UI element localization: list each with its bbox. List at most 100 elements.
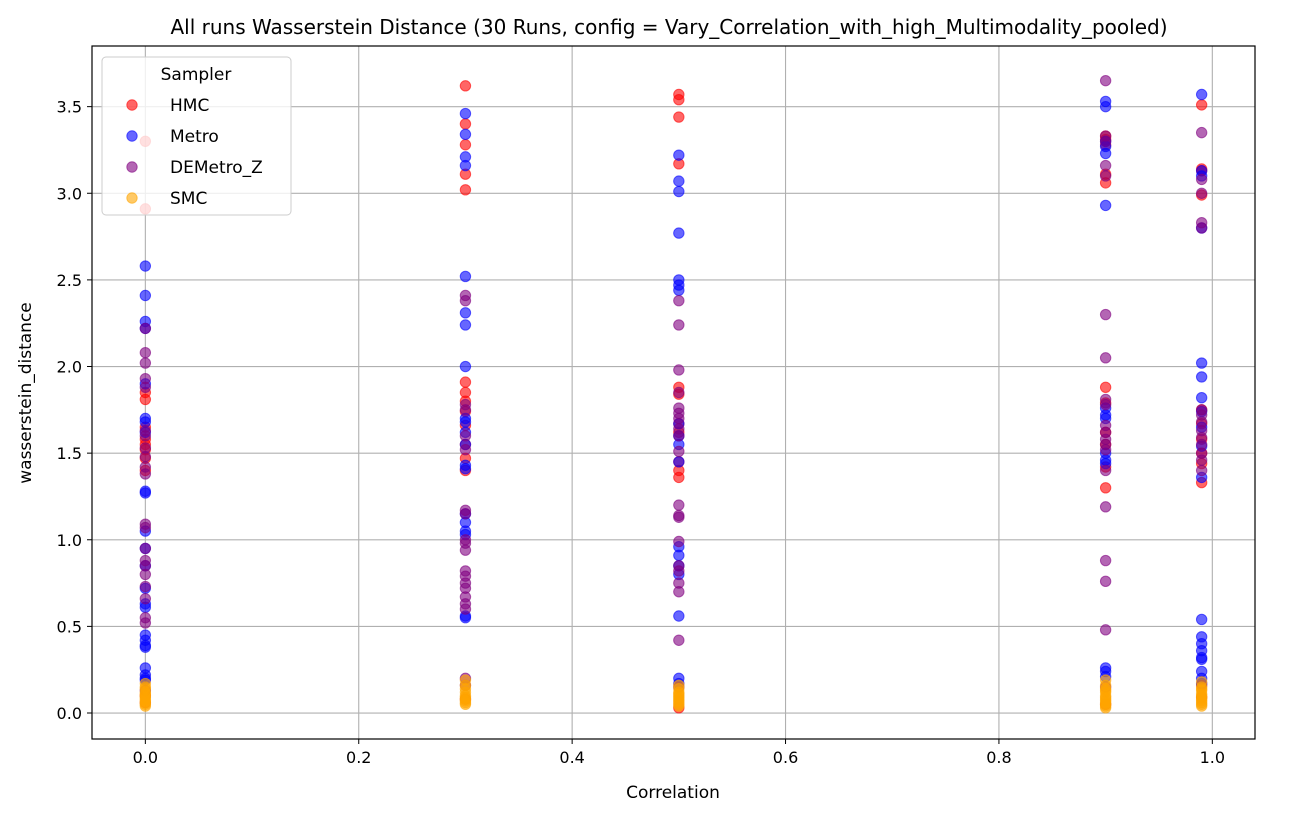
data-point	[139, 617, 152, 629]
data-point	[1099, 308, 1112, 321]
data-point	[1099, 381, 1112, 394]
data-point	[139, 381, 152, 394]
legend-items: HMC Metro DEMetro_Z SMC	[126, 96, 263, 209]
legend-box	[101, 56, 292, 216]
data-point	[459, 698, 472, 711]
data-point	[1195, 173, 1208, 186]
data-point	[673, 294, 685, 307]
data-point	[1195, 464, 1208, 477]
data-point	[1195, 357, 1208, 369]
data-point	[1099, 74, 1112, 87]
data-point	[1195, 613, 1208, 626]
legend-marker	[126, 99, 138, 111]
data-point	[673, 185, 685, 198]
x-tick-label: 0.0	[133, 748, 158, 767]
data-point	[459, 404, 472, 416]
y-tick-label: 3.0	[57, 184, 82, 203]
data-point	[459, 184, 472, 196]
data-point	[459, 443, 472, 456]
data-point	[459, 319, 472, 331]
y-axis-title: wasserstein_distance	[16, 302, 36, 484]
data-point	[673, 535, 685, 548]
data-point	[1195, 126, 1208, 139]
data-point	[459, 159, 472, 172]
data-point	[1099, 443, 1112, 456]
data-point	[139, 580, 152, 593]
data-point	[673, 175, 685, 187]
data-point	[1099, 159, 1112, 172]
data-point	[673, 364, 685, 376]
data-point	[139, 487, 152, 499]
data-point	[459, 376, 472, 388]
data-point	[673, 586, 685, 598]
data-point	[1099, 100, 1112, 113]
data-point	[1195, 391, 1208, 404]
x-tick-label: 0.4	[559, 748, 584, 767]
data-point	[673, 471, 685, 484]
data-point	[673, 111, 685, 123]
legend-marker	[126, 130, 138, 142]
data-point	[1195, 187, 1208, 199]
data-point	[139, 568, 152, 581]
data-point	[139, 322, 152, 335]
data-point	[1195, 222, 1208, 234]
data-point	[673, 284, 685, 296]
data-point	[673, 386, 685, 399]
data-point	[1195, 371, 1208, 383]
y-tick-label: 2.0	[57, 358, 82, 377]
data-point	[459, 603, 472, 615]
series-smc	[139, 674, 1208, 714]
data-point	[1099, 199, 1112, 212]
y-tick-label: 2.5	[57, 271, 82, 290]
x-tick-label: 0.2	[346, 748, 371, 767]
legend-title: Sampler	[161, 65, 232, 85]
x-tick-label: 1.0	[1200, 748, 1225, 767]
data-point	[1099, 170, 1112, 182]
data-point	[1099, 482, 1112, 494]
data-point	[459, 416, 472, 428]
axis-ticks: 0.0 0.2 0.4 0.6 0.8 1.0 0.0 0.5 1.0 1.5 2.0 2.5 3.0 3…	[57, 98, 1226, 767]
data-point	[139, 393, 152, 406]
y-tick-label: 1.5	[57, 444, 82, 463]
data-point	[1099, 352, 1112, 364]
x-axis-title: Correlation	[626, 783, 720, 803]
data-point	[673, 149, 685, 161]
data-point	[459, 544, 472, 556]
data-point	[459, 270, 472, 283]
legend-label: Metro	[170, 127, 219, 147]
data-point	[1195, 653, 1208, 666]
data-point	[673, 499, 685, 511]
legend-label: SMC	[170, 189, 207, 209]
data-point	[673, 565, 685, 577]
data-point	[1099, 464, 1112, 477]
data-point	[139, 592, 152, 605]
data-points	[139, 74, 1208, 714]
data-point	[673, 456, 685, 468]
y-tick-label: 0.5	[57, 617, 82, 636]
legend-label: HMC	[170, 96, 209, 116]
data-point	[459, 80, 472, 92]
data-point	[459, 128, 472, 141]
data-point	[1099, 501, 1112, 513]
data-point	[1195, 88, 1208, 101]
data-point	[1099, 398, 1112, 411]
legend-marker	[126, 192, 138, 204]
data-point	[139, 700, 152, 712]
data-point	[459, 139, 472, 151]
data-point	[673, 319, 685, 331]
data-point	[1099, 554, 1112, 567]
data-point	[1195, 700, 1208, 712]
data-point	[673, 700, 685, 712]
data-point	[139, 346, 152, 359]
data-point	[673, 511, 685, 523]
y-tick-label: 0.0	[57, 704, 82, 723]
y-tick-label: 3.5	[57, 98, 82, 117]
data-point	[1099, 624, 1112, 636]
x-tick-label: 0.8	[986, 748, 1011, 767]
legend: Sampler HMC Metro DEMetro_Z SMC	[101, 56, 292, 216]
data-point	[139, 357, 152, 369]
data-point	[1195, 454, 1208, 466]
data-point	[1099, 575, 1112, 588]
data-point	[139, 450, 152, 463]
